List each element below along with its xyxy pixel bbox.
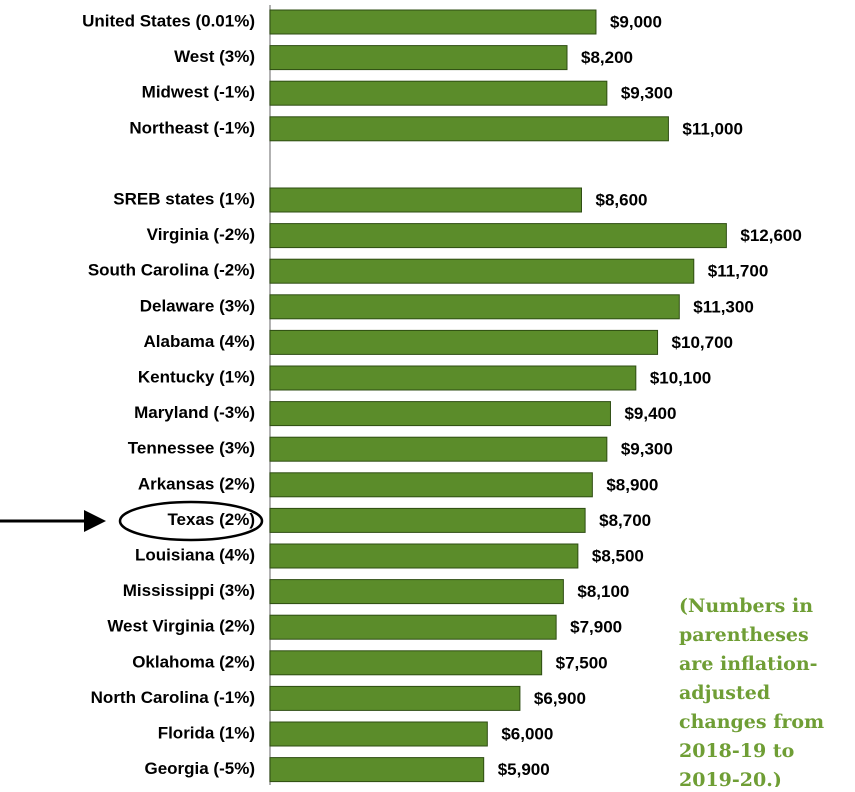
category-label: Midwest (-1%)	[142, 83, 255, 102]
value-label: $7,500	[556, 653, 608, 672]
value-label: $12,600	[740, 226, 801, 245]
bar	[269, 721, 488, 747]
bar	[269, 258, 695, 284]
category-label: Oklahoma (2%)	[132, 652, 255, 671]
bar	[269, 45, 568, 71]
bar	[269, 436, 608, 462]
annotation: changes from	[679, 711, 824, 733]
annotation: 2019-20.)	[679, 769, 782, 787]
annotation: parentheses	[679, 624, 809, 646]
value-label: $8,100	[577, 582, 629, 601]
value-label: $6,900	[534, 689, 586, 708]
value-label: $9,400	[624, 404, 676, 423]
bar	[269, 223, 727, 249]
bar	[269, 80, 608, 106]
bar	[269, 365, 637, 391]
bar	[269, 579, 564, 605]
value-label: $8,500	[592, 546, 644, 565]
value-label: $9,000	[610, 12, 662, 31]
value-label: $9,300	[621, 84, 673, 103]
annotation: are inflation-	[679, 653, 818, 675]
bar	[269, 757, 485, 783]
category-label: Kentucky (1%)	[138, 367, 255, 386]
highlight-ellipse	[118, 500, 264, 542]
arrow-head	[84, 510, 106, 532]
bar	[269, 685, 521, 711]
bar	[269, 543, 579, 569]
value-label: $11,000	[682, 119, 743, 138]
category-label: Georgia (-5%)	[144, 759, 255, 778]
category-label: West (3%)	[174, 47, 255, 66]
value-label: $6,000	[501, 724, 553, 743]
value-label: $8,700	[599, 511, 651, 530]
value-label: $11,700	[708, 262, 769, 281]
value-label: $9,300	[621, 440, 673, 459]
category-label: Delaware (3%)	[140, 296, 255, 315]
value-label: $8,200	[581, 48, 633, 67]
category-label: Texas (2%)	[167, 510, 255, 529]
bar	[269, 116, 669, 142]
value-label: $10,100	[650, 368, 711, 387]
category-label: Alabama (4%)	[144, 332, 255, 351]
annotation: adjusted	[679, 682, 770, 704]
category-label: Arkansas (2%)	[138, 474, 255, 493]
value-label: $5,900	[498, 760, 550, 779]
category-label: United States (0.01%)	[82, 11, 255, 30]
category-label: Northeast (-1%)	[129, 118, 255, 137]
value-label: $8,900	[606, 475, 658, 494]
bar	[269, 614, 557, 640]
category-label: North Carolina (-1%)	[91, 688, 255, 707]
annotation: (Numbers in	[679, 595, 813, 617]
category-label: Louisiana (4%)	[135, 545, 255, 564]
bar	[269, 9, 597, 35]
bar	[269, 650, 543, 676]
bar	[269, 401, 611, 427]
value-label: $11,300	[693, 297, 754, 316]
category-label: Maryland (-3%)	[134, 403, 255, 422]
annotation: 2018-19 to	[679, 740, 794, 762]
value-label: $10,700	[672, 333, 733, 352]
category-label: Virginia (-2%)	[147, 225, 255, 244]
value-label: $7,900	[570, 618, 622, 637]
bar	[269, 472, 593, 498]
value-label: $8,600	[595, 190, 647, 209]
category-label: Mississippi (3%)	[123, 581, 255, 600]
bar	[269, 187, 582, 213]
bar	[269, 507, 586, 533]
category-label: Tennessee (3%)	[128, 439, 255, 458]
bar	[269, 329, 659, 355]
category-label: South Carolina (-2%)	[88, 261, 255, 280]
category-label: SREB states (1%)	[113, 189, 255, 208]
category-label: Florida (1%)	[158, 723, 255, 742]
category-label: West Virginia (2%)	[107, 617, 255, 636]
bar	[269, 294, 680, 320]
